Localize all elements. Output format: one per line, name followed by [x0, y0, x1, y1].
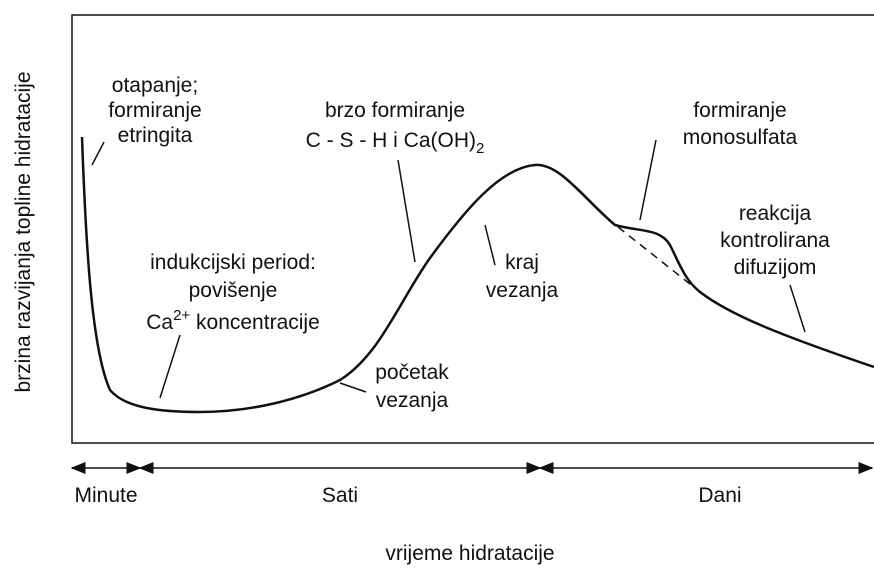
x-axis-label: vrijeme hidratacije: [385, 542, 554, 565]
annotation: monosulfata: [683, 126, 798, 149]
annotation: difuzijom: [734, 256, 817, 279]
annotation: reakcija: [739, 202, 812, 225]
frame: [71, 14, 874, 444]
annotation: indukcijski period:: [150, 251, 316, 274]
annotation: početak: [375, 361, 449, 384]
superscript: 2+: [173, 307, 190, 324]
annotation: brzo formiranje: [325, 99, 465, 122]
subscript: 2: [476, 140, 484, 157]
annotation: formiranje: [108, 99, 201, 122]
leader: [159, 334, 181, 399]
annotation: vezanja: [376, 389, 449, 412]
annotation: kontrolirana: [720, 229, 830, 252]
annotation: C - S - H i Ca(OH): [306, 129, 476, 152]
annotation: kraj: [505, 251, 539, 274]
leader: [639, 139, 657, 221]
dashed-curve: [617, 226, 696, 289]
annotation: etringita: [118, 124, 193, 147]
annotation: koncentracije: [190, 311, 320, 334]
leader: [397, 159, 416, 263]
leader: [484, 224, 496, 266]
annotation: otapanje;: [112, 74, 198, 97]
annotation: Ca: [146, 311, 173, 334]
phase-label: Sati: [322, 484, 358, 507]
leader: [91, 141, 105, 166]
annotation: formiranje: [693, 99, 786, 122]
annotation: C - S - H i Ca(OH)2: [306, 129, 485, 157]
annotation: Ca2+ koncentracije: [146, 307, 320, 334]
annotation: vezanja: [486, 279, 559, 302]
phase-label: Minute: [74, 484, 137, 507]
hydration-curve: [80, 136, 874, 414]
annotation: povišenje: [189, 279, 278, 302]
leader: [789, 284, 806, 333]
leader: [339, 382, 367, 393]
y-axis-label: brzina razvijanja topline hidratacije: [12, 71, 35, 392]
phase-label: Dani: [698, 484, 741, 507]
